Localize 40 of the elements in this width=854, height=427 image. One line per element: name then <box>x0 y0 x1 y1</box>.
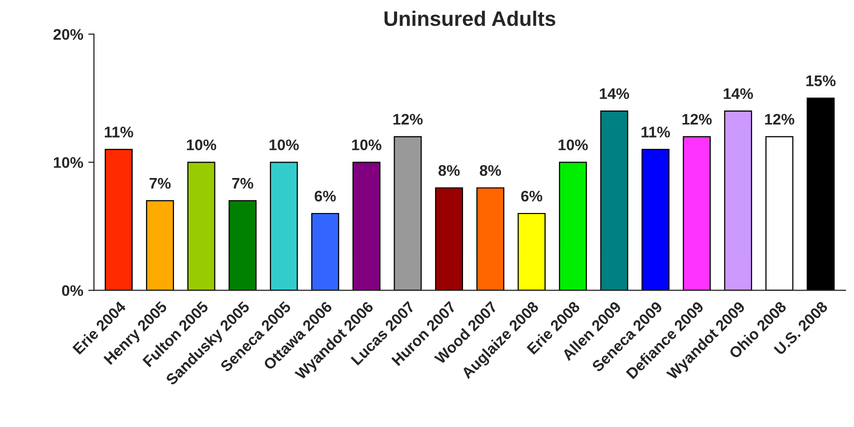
data-label: 12% <box>682 114 712 125</box>
bar <box>270 162 298 290</box>
data-label: 7% <box>232 178 254 189</box>
data-label: 10% <box>558 139 588 150</box>
data-label: 12% <box>393 114 423 125</box>
data-label: 14% <box>724 88 753 99</box>
bar <box>558 162 587 290</box>
bar <box>104 148 133 290</box>
bar <box>476 187 504 290</box>
bar <box>600 110 628 290</box>
bar <box>765 136 794 290</box>
bar <box>352 162 380 290</box>
data-label: 11% <box>642 126 670 138</box>
data-label: 11% <box>104 126 134 138</box>
data-label: 10% <box>270 139 299 150</box>
data-label: 6% <box>314 190 336 202</box>
bar <box>682 136 711 290</box>
data-label: 7% <box>150 178 171 189</box>
bar <box>311 212 340 290</box>
bar <box>518 212 546 290</box>
data-label: 10% <box>352 139 382 150</box>
bar <box>435 187 464 290</box>
y-tick-label: 10% <box>54 157 84 168</box>
data-label: 15% <box>806 75 836 86</box>
data-label: 8% <box>438 165 460 176</box>
data-label: 10% <box>186 139 216 150</box>
bar <box>394 136 422 290</box>
bar <box>642 148 670 290</box>
data-label: 8% <box>480 165 501 176</box>
bar <box>228 200 257 290</box>
bar <box>146 200 174 290</box>
data-label: 6% <box>521 190 542 202</box>
data-label: 14% <box>600 88 630 99</box>
y-tick-label: 20% <box>53 29 84 40</box>
bar <box>187 162 216 290</box>
y-tick-label: 0% <box>62 285 84 296</box>
bar <box>724 110 752 290</box>
bar <box>806 98 835 290</box>
chart-title: Uninsured Adults <box>384 10 556 26</box>
data-label: 12% <box>765 114 794 125</box>
